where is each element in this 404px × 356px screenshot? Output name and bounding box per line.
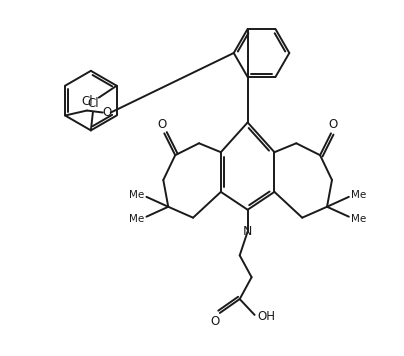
Text: Me: Me (351, 190, 366, 200)
Text: O: O (158, 118, 167, 131)
Text: OH: OH (257, 310, 276, 323)
Text: Me: Me (351, 214, 366, 224)
Text: Cl: Cl (81, 95, 93, 108)
Text: O: O (328, 118, 338, 131)
Text: Me: Me (129, 214, 144, 224)
Text: Cl: Cl (87, 97, 99, 110)
Text: O: O (102, 106, 112, 119)
Text: O: O (210, 315, 219, 328)
Text: Me: Me (129, 190, 144, 200)
Text: N: N (243, 225, 252, 238)
